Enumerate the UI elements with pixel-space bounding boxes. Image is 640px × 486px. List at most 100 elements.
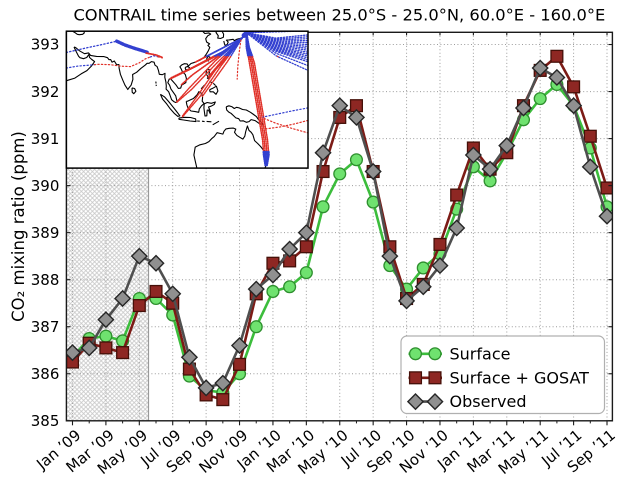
marker-diamond <box>406 393 425 411</box>
map-content <box>66 31 309 169</box>
marker-diamond <box>548 68 566 87</box>
y-tick-label: 387 <box>31 318 60 336</box>
marker-diamond <box>314 144 332 162</box>
marker-diamond <box>498 137 516 155</box>
flight-track-gosat <box>278 56 309 72</box>
legend-entry: Observed <box>406 392 527 411</box>
coastline <box>209 85 219 95</box>
marker-diamond <box>264 266 282 284</box>
marker-circle <box>299 266 313 280</box>
flight-track-contrail <box>175 55 225 104</box>
marker-diamond <box>297 224 315 242</box>
flight-track-contrail <box>175 56 221 104</box>
legend-label: Observed <box>450 392 527 411</box>
marker-diamond <box>66 344 82 362</box>
flight-track-gosat <box>265 150 270 167</box>
marker-diamond <box>164 285 182 303</box>
inset-flight-track-map <box>65 30 309 169</box>
marker-diamond <box>448 219 466 237</box>
marker-square <box>316 164 330 179</box>
marker-square <box>428 371 442 385</box>
flight-track-gosat <box>115 39 149 54</box>
marker-diamond <box>514 99 533 117</box>
flight-track-gosat <box>66 64 95 69</box>
coastline <box>178 116 197 123</box>
flight-track-contrail <box>248 55 266 153</box>
legend-entry: Surface <box>408 344 511 363</box>
flight-track-contrail <box>169 55 215 79</box>
marker-square <box>299 240 313 254</box>
marker-square <box>132 299 146 313</box>
coastline <box>212 82 217 86</box>
marker-square <box>550 49 564 63</box>
marker-square <box>99 341 113 355</box>
marker-square <box>232 357 247 371</box>
coastline <box>215 31 225 40</box>
y-tick-label: 392 <box>31 83 60 101</box>
legend-entry: Surface + GOSAT <box>408 368 590 387</box>
flight-track-contrail <box>181 55 229 118</box>
marker-diamond <box>481 160 499 178</box>
marker-diamond <box>364 162 382 181</box>
flight-track-gosat <box>245 32 309 48</box>
flight-track-gosat <box>66 40 118 54</box>
y-tick-label: 388 <box>31 271 60 289</box>
marker-circle <box>349 153 364 167</box>
coastline <box>66 46 96 82</box>
marker-square <box>600 181 613 195</box>
flight-track-contrail <box>247 55 265 153</box>
map-border <box>65 30 309 169</box>
marker-circle <box>533 92 547 106</box>
y-tick-label: 391 <box>31 130 60 148</box>
series-observed <box>66 59 613 397</box>
marker-diamond <box>347 108 366 127</box>
flight-track-contrail <box>207 55 229 79</box>
y-tick-label: 390 <box>31 177 60 195</box>
marker-diamond <box>397 292 416 310</box>
marker-diamond <box>214 374 232 392</box>
flight-track-contrail <box>201 55 232 98</box>
marker-diamond <box>114 289 132 308</box>
y-tick-label: 385 <box>31 412 60 430</box>
marker-square <box>567 80 581 94</box>
y-tick-label: 386 <box>31 365 60 383</box>
coastline <box>71 31 85 36</box>
marker-diamond <box>281 240 299 258</box>
marker-circle <box>428 347 442 361</box>
flight-track-contrail <box>145 52 164 59</box>
flight-track-contrail <box>250 55 268 153</box>
marker-diamond <box>130 247 148 265</box>
legend-label: Surface + GOSAT <box>450 368 590 387</box>
legend-label: Surface <box>450 344 511 363</box>
marker-circle <box>316 200 330 214</box>
flight-track-gosat <box>245 32 309 51</box>
flight-track-contrail <box>180 55 219 86</box>
flight-track-gosat <box>245 32 309 49</box>
marker-diamond <box>180 348 199 366</box>
flight-track-gosat <box>245 32 309 67</box>
marker-diamond <box>581 158 599 176</box>
coastline <box>159 93 181 117</box>
legend: Surface Surface + GOSAT Observed <box>400 335 606 415</box>
marker-diamond <box>147 254 165 272</box>
chart-title: CONTRAIL time series between 25.0°S - 25… <box>73 6 605 25</box>
marker-square <box>433 237 447 251</box>
coastline <box>203 101 216 117</box>
marker-diamond <box>197 379 215 397</box>
flight-track-gosat <box>242 31 253 38</box>
marker-diamond <box>80 339 98 357</box>
marker-circle <box>99 329 113 343</box>
flight-track-gosat <box>245 32 309 53</box>
marker-circle <box>249 320 263 334</box>
flight-track-contrail <box>195 56 206 63</box>
coastline <box>193 125 269 169</box>
flight-track-gosat <box>149 55 159 58</box>
marker-diamond <box>247 280 265 298</box>
flight-track-contrail <box>263 119 309 130</box>
coastline <box>131 87 137 95</box>
marker-diamond <box>230 336 249 355</box>
marker-square <box>408 371 423 385</box>
marker-diamond <box>431 256 449 275</box>
flight-track-contrail <box>93 56 151 68</box>
